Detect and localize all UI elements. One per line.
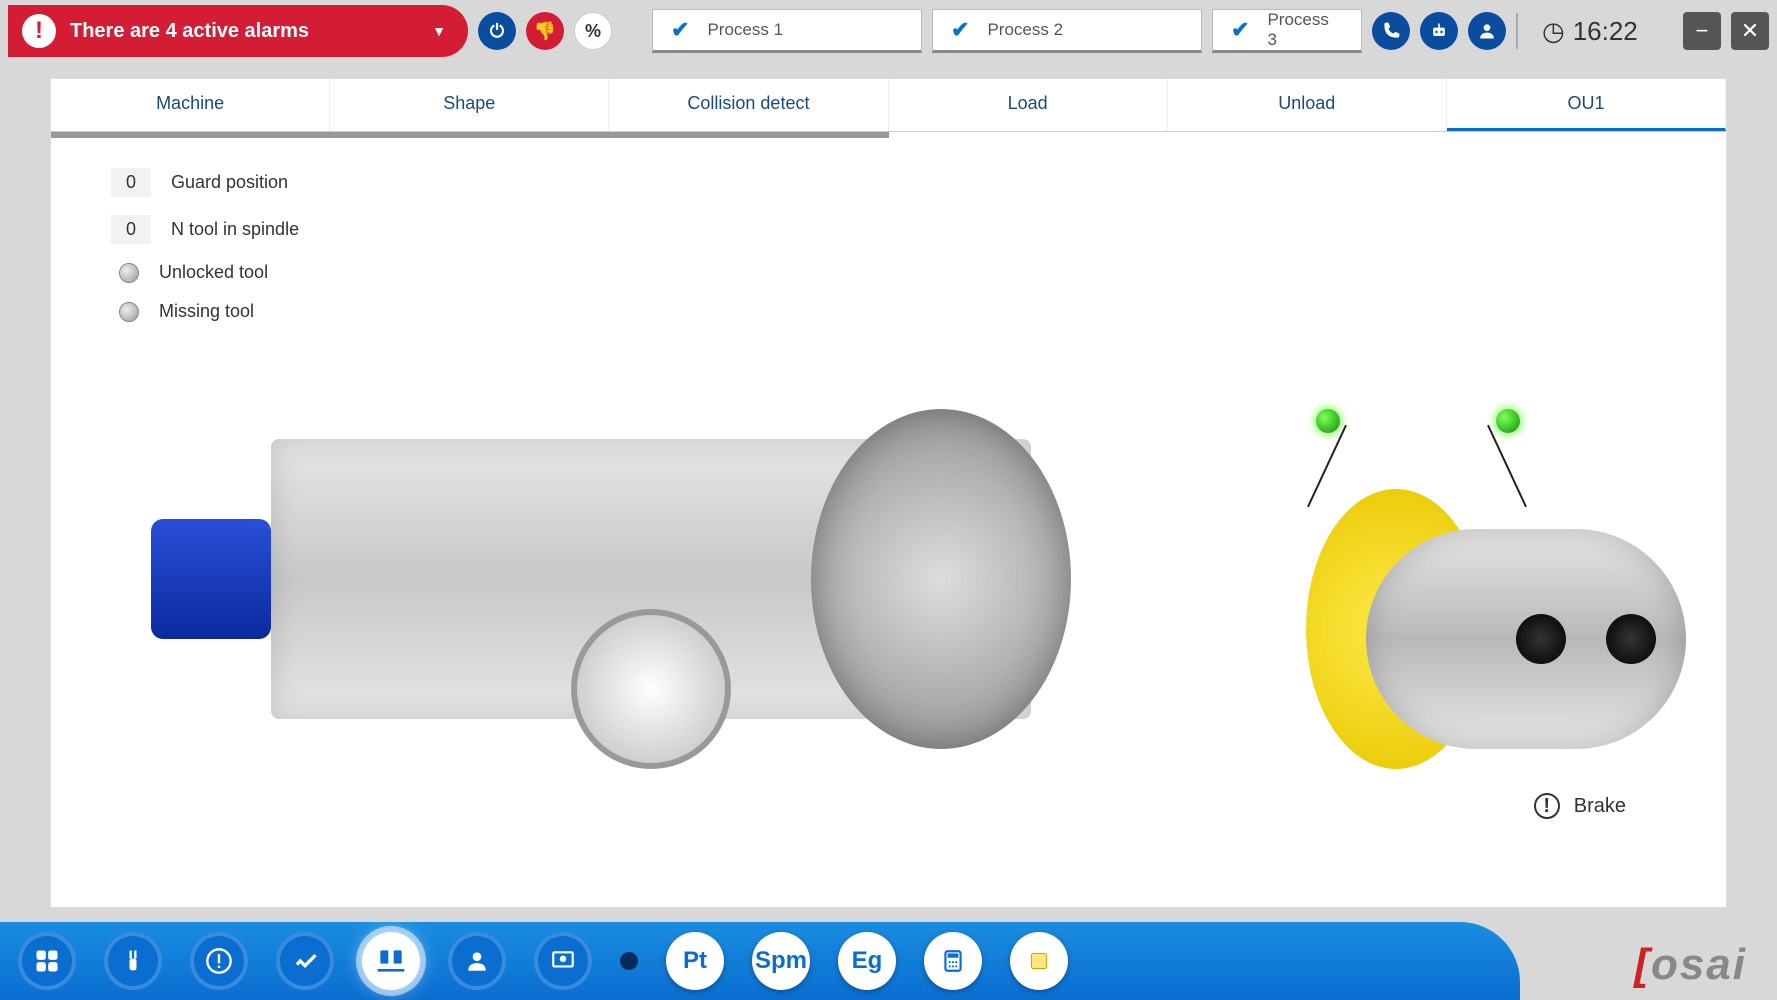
chevron-down-icon: ▼ — [432, 23, 446, 39]
tab-strip: Machine Shape Collision detect Load Unlo… — [51, 79, 1726, 132]
green-indicator — [1316, 409, 1340, 433]
bore-graphic — [1606, 614, 1656, 664]
bottom-toolbar: Pt Spm Eg — [0, 922, 1520, 1000]
second-unit-graphic — [1306, 449, 1686, 789]
led-indicator — [119, 263, 139, 283]
status-list: 0 Guard position 0 N tool in spindle Unl… — [51, 138, 1726, 322]
tab-machine[interactable]: Machine — [51, 79, 330, 131]
power-button[interactable]: ⏻ — [478, 12, 516, 50]
close-button[interactable]: ✕ — [1731, 12, 1769, 50]
clock: ◷ 16:22 — [1528, 16, 1652, 47]
grid-button[interactable] — [18, 932, 76, 990]
spindle-body-graphic — [271, 439, 1031, 719]
check-icon: ✔ — [951, 17, 969, 43]
check-icon: ✔ — [671, 17, 689, 43]
tab-ou1[interactable]: OU1 — [1447, 79, 1726, 131]
top-bar: ! There are 4 active alarms ▼ ⏻ 👎 % ✔ Pr… — [0, 0, 1777, 62]
green-indicator — [1496, 409, 1520, 433]
plug-button[interactable] — [104, 932, 162, 990]
user-button[interactable] — [1468, 12, 1506, 50]
alarm-banner[interactable]: ! There are 4 active alarms ▼ — [8, 5, 468, 57]
process-tab-1[interactable]: ✔ Process 1 — [652, 9, 922, 53]
separator-dot — [620, 952, 638, 970]
tab-load[interactable]: Load — [889, 79, 1168, 131]
status-label: Guard position — [171, 172, 288, 193]
status-label: Unlocked tool — [159, 262, 268, 283]
alert-button[interactable] — [190, 932, 248, 990]
percent-button[interactable]: % — [574, 12, 612, 50]
calculator-button[interactable] — [924, 932, 982, 990]
status-label: N tool in spindle — [171, 219, 299, 240]
spm-button[interactable]: Spm — [752, 932, 810, 990]
status-unlocked-tool: Unlocked tool — [111, 262, 1726, 283]
brand-logo: [osai — [1634, 940, 1747, 990]
pt-button[interactable]: Pt — [666, 932, 724, 990]
brake-label: Brake — [1574, 795, 1626, 818]
phone-button[interactable] — [1372, 12, 1410, 50]
tools-button[interactable] — [276, 932, 334, 990]
machine-visualization: ! Brake — [131, 319, 1686, 839]
process-tab-3[interactable]: ✔ Process 3 — [1212, 9, 1362, 53]
eg-button[interactable]: Eg — [838, 932, 896, 990]
tab-collision[interactable]: Collision detect — [609, 79, 888, 131]
layout-button[interactable] — [362, 932, 420, 990]
minimize-button[interactable]: − — [1683, 12, 1721, 50]
screen-settings-button[interactable] — [534, 932, 592, 990]
motor-graphic — [151, 519, 271, 639]
clock-icon: ◷ — [1542, 16, 1565, 47]
status-n-tool-spindle: 0 N tool in spindle — [111, 215, 1726, 244]
alarm-text: There are 4 active alarms — [70, 20, 309, 43]
alarm-icon: ! — [22, 14, 56, 48]
robot-button[interactable] — [1420, 12, 1458, 50]
process-tab-2[interactable]: ✔ Process 2 — [932, 9, 1202, 53]
tab-unload[interactable]: Unload — [1168, 79, 1447, 131]
bore-graphic — [1516, 614, 1566, 664]
notes-button[interactable] — [1010, 932, 1068, 990]
content-panel: Machine Shape Collision detect Load Unlo… — [50, 78, 1727, 908]
brake-status: ! Brake — [1534, 793, 1626, 819]
cylinder-graphic — [1366, 529, 1686, 749]
value-box: 0 — [111, 168, 151, 197]
user-nav-button[interactable] — [448, 932, 506, 990]
spindle-hub-graphic — [571, 609, 731, 769]
spindle-front-graphic — [811, 409, 1071, 749]
thumbs-down-button[interactable]: 👎 — [526, 12, 564, 50]
value-box: 0 — [111, 215, 151, 244]
brake-icon: ! — [1534, 793, 1560, 819]
process-label: Process 2 — [987, 20, 1063, 40]
process-label: Process 3 — [1267, 10, 1343, 50]
check-icon: ✔ — [1231, 17, 1249, 43]
process-label: Process 1 — [707, 20, 783, 40]
tab-shape[interactable]: Shape — [330, 79, 609, 131]
status-guard-position: 0 Guard position — [111, 168, 1726, 197]
clock-time: 16:22 — [1573, 16, 1638, 47]
